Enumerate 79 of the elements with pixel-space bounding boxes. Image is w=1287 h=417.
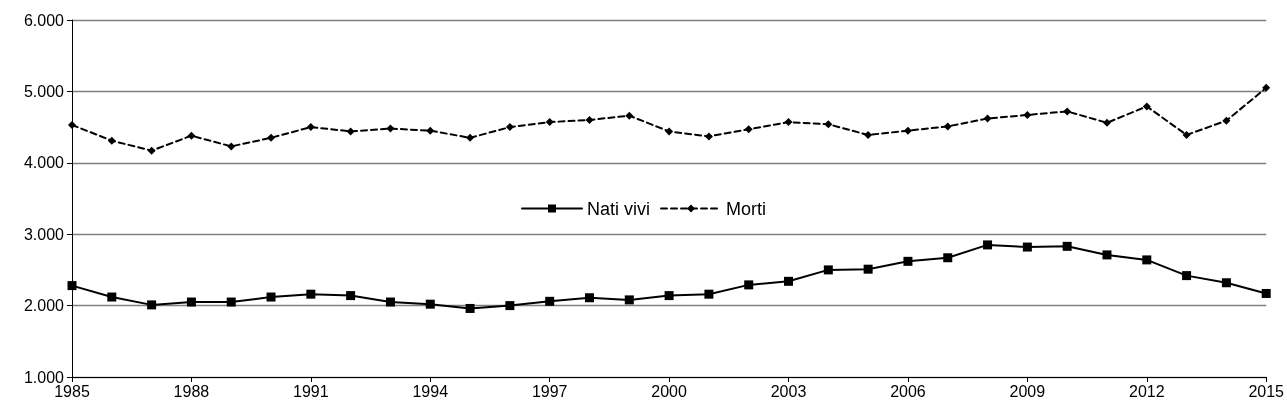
point [147, 146, 156, 155]
point [465, 303, 475, 313]
point [227, 142, 236, 151]
point [784, 118, 793, 127]
point [1182, 271, 1192, 281]
point [425, 299, 435, 309]
point [784, 276, 794, 286]
x-tick-label: 2009 [1009, 382, 1046, 400]
point [1261, 288, 1271, 298]
point [306, 123, 315, 132]
point [823, 265, 833, 275]
point [943, 253, 953, 263]
point [1262, 83, 1271, 92]
point [625, 111, 634, 120]
point [505, 301, 515, 311]
point [585, 115, 594, 124]
point [545, 296, 555, 306]
point [863, 264, 873, 274]
point [68, 120, 76, 129]
point [824, 120, 833, 129]
point [226, 297, 236, 307]
x-tick-label: 2015 [1248, 382, 1285, 400]
legend-label: Morti [726, 198, 766, 219]
point [1142, 255, 1152, 265]
point [186, 297, 196, 307]
point [545, 118, 554, 127]
x-tick-label: 1994 [412, 382, 449, 400]
x-tick-label: 1988 [173, 382, 210, 400]
point [943, 122, 952, 131]
point [385, 297, 395, 307]
point [1221, 278, 1231, 288]
point [67, 281, 77, 291]
y-tick-label: 4.000 [23, 154, 65, 172]
point [346, 127, 355, 136]
point [1182, 130, 1191, 139]
point [704, 132, 713, 141]
point [983, 240, 993, 250]
point [266, 292, 276, 302]
point [346, 291, 356, 301]
y-tick-label: 2.000 [23, 297, 65, 315]
point [107, 292, 117, 302]
x-tick-label: 2000 [651, 382, 687, 400]
point [1063, 107, 1072, 116]
point [267, 133, 276, 142]
point [744, 125, 753, 134]
point [107, 136, 116, 145]
point [147, 300, 157, 310]
legend-label: Nati vivi [587, 198, 651, 219]
y-tick-label: 6.000 [23, 11, 65, 29]
point [1102, 118, 1111, 127]
point [1142, 102, 1151, 111]
x-tick-label: 2003 [770, 382, 807, 400]
point [505, 123, 514, 132]
x-tick-label: 2012 [1128, 382, 1165, 400]
point [1022, 242, 1032, 252]
point [584, 293, 594, 303]
point [864, 130, 873, 139]
point [744, 280, 754, 290]
point [1062, 241, 1072, 251]
y-tick-label: 5.000 [23, 82, 65, 100]
point [187, 131, 196, 140]
point [704, 289, 714, 299]
point [1102, 250, 1112, 260]
x-tick-label: 1997 [531, 382, 568, 400]
point [983, 114, 992, 123]
y-tick-label: 3.000 [23, 225, 65, 243]
point [1023, 110, 1032, 119]
point [664, 291, 674, 301]
point [624, 295, 634, 305]
x-tick-label: 2006 [890, 382, 926, 400]
point [306, 289, 316, 299]
point [903, 126, 912, 135]
point [466, 133, 475, 142]
point [1222, 116, 1231, 125]
point [903, 256, 913, 266]
point [665, 127, 674, 136]
point [386, 124, 395, 133]
x-tick-label: 1991 [293, 382, 329, 400]
point [426, 126, 435, 135]
